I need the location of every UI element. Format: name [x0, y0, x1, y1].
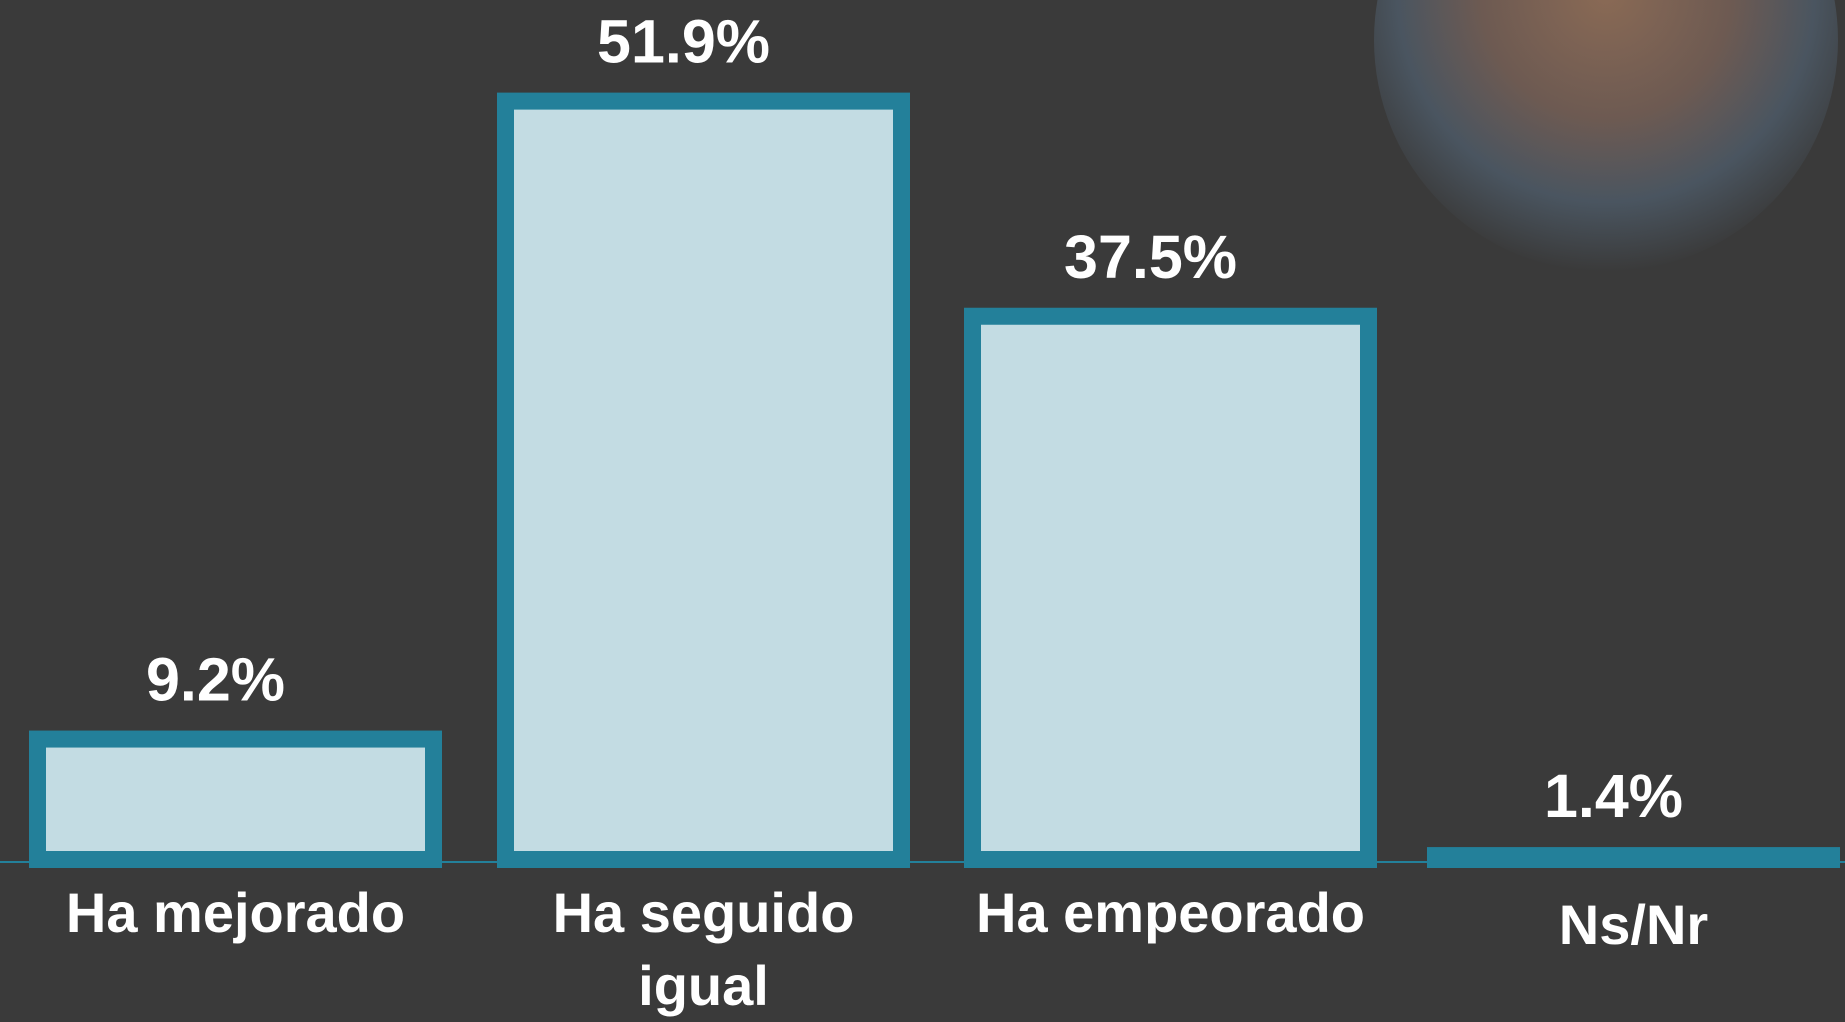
bar: [29, 730, 442, 868]
category-label: Ha empeorado: [976, 881, 1365, 944]
value-label: 9.2%: [146, 646, 285, 714]
category-label: Ha seguido igual: [552, 881, 855, 1017]
bar: [964, 307, 1377, 868]
bar: [497, 92, 910, 868]
photo: [1374, 0, 1838, 272]
value-label: 1.4%: [1544, 762, 1683, 830]
value-label: 51.9%: [597, 8, 770, 76]
category-label: Ns/Nr: [1558, 893, 1709, 956]
bar: [1427, 847, 1840, 868]
category-label: Ha mejorado: [65, 881, 406, 944]
value-label: 37.5%: [1064, 223, 1237, 291]
